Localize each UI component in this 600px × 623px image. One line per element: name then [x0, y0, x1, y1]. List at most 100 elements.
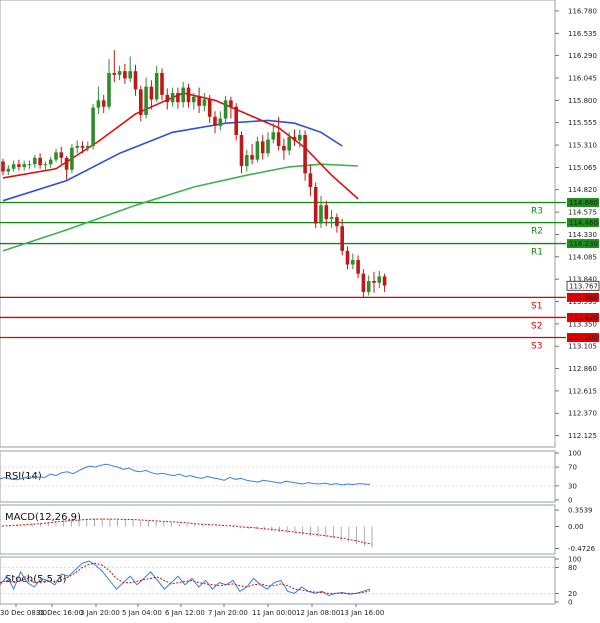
rsi-series: [0, 463, 371, 486]
candle-body: [366, 280, 371, 292]
candle-body: [372, 280, 376, 283]
level-tag-s2: [567, 312, 599, 322]
candle-body: [282, 145, 286, 151]
candle-body: [54, 152, 58, 160]
rsi-y-tick-label: 0: [568, 497, 572, 505]
candle-body: [17, 164, 21, 167]
ma-mid-line: [2, 119, 343, 202]
stoch-frame: [0, 556, 556, 605]
candle-body: [276, 132, 281, 146]
candle-body: [292, 136, 297, 141]
candle-body: [239, 135, 244, 167]
price-y-tick-label: 115.800: [568, 97, 597, 105]
candle-body: [351, 259, 355, 265]
candle-body: [11, 164, 16, 169]
candle-body: [101, 100, 106, 107]
candle-body: [48, 159, 53, 165]
candle-body: [160, 72, 164, 95]
candle-body: [75, 145, 79, 148]
candle-body: [112, 72, 117, 75]
candle-body: [149, 86, 154, 100]
candle-body: [59, 152, 64, 158]
macd-y-tick-label: 0.00: [568, 523, 584, 531]
candle-body: [33, 157, 37, 165]
level-name-s2: S2: [531, 321, 542, 331]
price-plot-frame: [0, 0, 556, 448]
level-name-s1: S1: [531, 301, 542, 311]
rsi-title: RSI(14): [5, 471, 42, 482]
candle-body: [128, 71, 132, 79]
price-y-tick-label: 115.065: [568, 164, 597, 172]
x-tick-label: 13 Jan 16:00: [340, 609, 384, 617]
stoch-d-line: [0, 562, 371, 594]
stoch-y-tick-label: 80: [568, 564, 577, 572]
candle-body: [382, 276, 387, 286]
candle-body: [329, 217, 334, 219]
level-name-s3: S3: [531, 342, 542, 352]
candle-body: [107, 72, 111, 107]
rsi-y-tick-label: 70: [568, 464, 577, 472]
price-y-tick-label: 115.310: [568, 142, 597, 150]
candle-body: [176, 93, 180, 103]
candle-body: [207, 99, 212, 117]
candlesticks: [1, 50, 387, 298]
price-y-tick-label: 116.045: [568, 74, 597, 82]
candle-body: [27, 164, 32, 166]
level-tag-label-r1: 114.230: [569, 240, 598, 248]
price-y-tick-label: 112.860: [568, 365, 597, 373]
price-y-tick-label: 114.575: [568, 209, 597, 217]
x-tick-label: 5 Jan 04:00: [122, 609, 162, 617]
level-tag-r3: [567, 198, 599, 208]
candle-body: [213, 116, 217, 126]
candle-body: [308, 173, 313, 188]
ma-slow-line: [2, 163, 359, 252]
rsi-panel: RSI(14) 100 70 30 0: [0, 450, 581, 505]
x-tick-label: 30 Dec 08:00: [0, 609, 47, 617]
x-tick-label: 3 Jan 20:00: [80, 609, 120, 617]
level-name-r1: R1: [531, 248, 543, 258]
x-tick-label: 11 Jan 00:00: [252, 609, 296, 617]
candle-body: [234, 106, 238, 136]
price-y-tick-label: 115.555: [568, 119, 597, 127]
candle-body: [117, 71, 122, 75]
macd-y-axis: 0.3539 0.00 -0.4726: [555, 507, 596, 553]
candle-body: [1, 161, 5, 172]
level-tag-s1: [567, 292, 599, 302]
price-y-tick-label: 116.535: [568, 30, 597, 38]
candle-body: [186, 87, 191, 103]
support-resistance-levels: R3 114.680 R2 114.460 R1 114.230 S1 113.640 S2 11…: [0, 198, 599, 352]
candle-body: [298, 135, 302, 141]
price-y-tick-label: 112.615: [568, 387, 597, 395]
level-tag-r2: [567, 218, 599, 228]
stoch-series: [0, 560, 371, 597]
level-tag-label-s2: 113.420: [569, 314, 598, 322]
rsi-y-tick-label: 100: [568, 450, 581, 458]
current-price-tag: [566, 280, 600, 291]
candle-body: [133, 71, 138, 90]
candle-body: [250, 155, 254, 160]
candle-body: [202, 99, 207, 106]
candle-body: [303, 135, 307, 174]
candle-body: [377, 276, 382, 283]
price-y-tick-label: 112.370: [568, 410, 597, 418]
price-y-tick-label: 113.350: [568, 320, 597, 328]
rsi-line: [0, 463, 371, 486]
x-tick-label: 12 Jan 08:00: [296, 609, 340, 617]
candle-body: [192, 96, 196, 103]
stoch-y-tick-label: 20: [568, 590, 577, 598]
rsi-frame: [0, 450, 556, 503]
candle-body: [80, 145, 85, 148]
macd-y-tick-label: -0.4726: [568, 545, 596, 553]
candle-body: [356, 259, 360, 274]
candle-body: [335, 217, 339, 227]
candle-body: [86, 145, 90, 148]
candle-body: [361, 273, 366, 292]
candle-body: [154, 72, 159, 100]
level-tag-label-s1: 113.640: [569, 294, 598, 302]
current-price-label: 113.767: [569, 282, 598, 290]
candle-body: [260, 141, 265, 154]
candle-body: [223, 100, 228, 119]
candle-body: [324, 205, 329, 219]
